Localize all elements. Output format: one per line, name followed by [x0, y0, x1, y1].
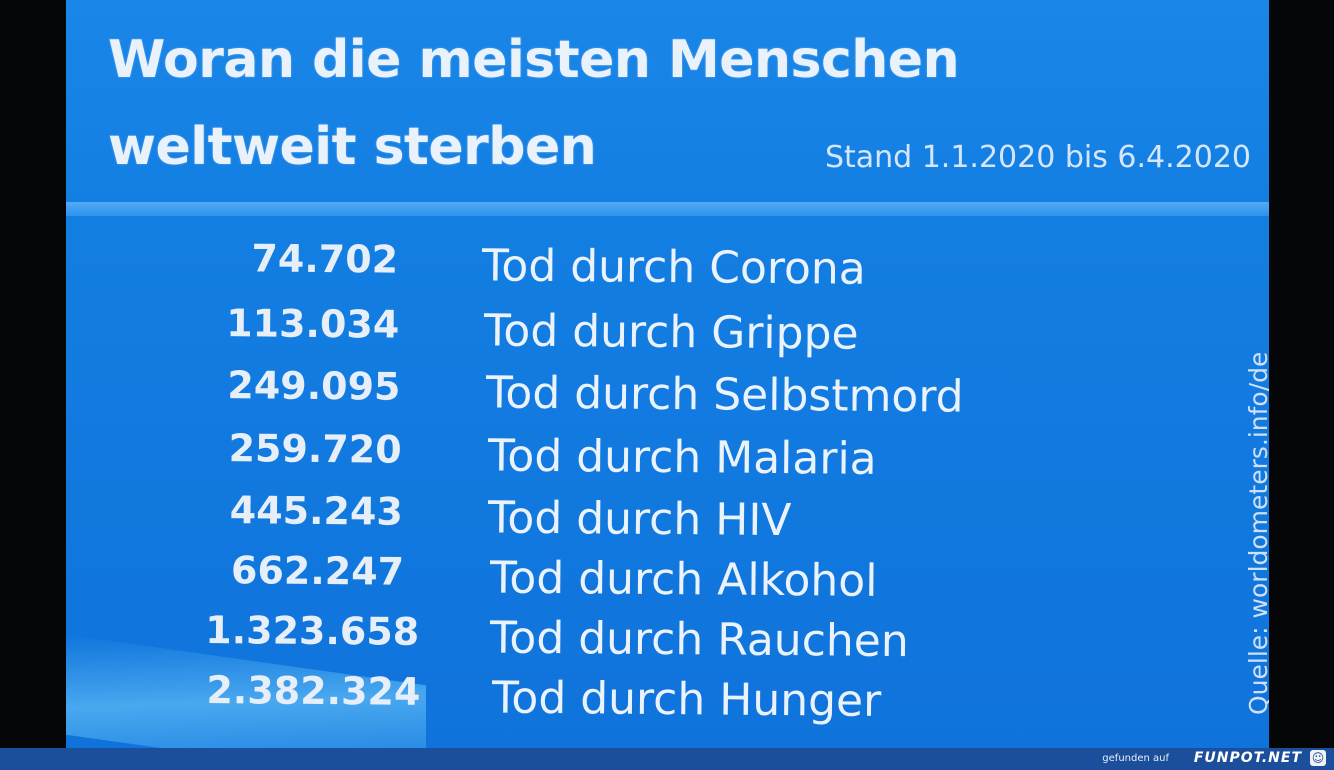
stat-row: 2.382.324 Tod durch Hunger [66, 667, 1269, 733]
stat-cause: Tod durch Malaria [487, 430, 877, 485]
stat-row: 662.247 Tod durch Alkohol [66, 547, 1269, 613]
header-divider [66, 202, 1269, 216]
date-range: Stand 1.1.2020 bis 6.4.2020 [824, 140, 1251, 175]
footer-bar: gefunden auf FUNPOT.NET ☺ [0, 748, 1334, 770]
stat-value: 1.323.658 [205, 607, 420, 654]
stat-row: 1.323.658 Tod durch Rauchen [66, 607, 1269, 673]
stat-value: 662.247 [230, 548, 405, 594]
funpot-logo[interactable]: FUNPOT.NET [1193, 750, 1302, 766]
stat-value: 259.720 [228, 426, 402, 472]
stat-cause: Tod durch HIV [487, 492, 792, 547]
stat-row: 249.095 Tod durch Selbstmord [66, 362, 1269, 428]
stat-row: 259.720 Tod durch Malaria [66, 425, 1269, 491]
source-label: Quelle: worldometers.info/de [1244, 351, 1269, 715]
tv-screen: Woran die meisten Menschen weltweit ster… [66, 0, 1269, 748]
stat-row: 445.243 Tod durch HIV [66, 487, 1269, 553]
stat-value: 113.034 [225, 301, 400, 347]
stat-cause: Tod durch Alkohol [489, 552, 878, 607]
funpot-logo-icon: ☺ [1310, 750, 1326, 766]
stat-value: 74.702 [251, 236, 399, 282]
stat-value: 249.095 [227, 363, 401, 409]
stat-row: 74.702 Tod durch Corona [66, 235, 1269, 301]
footer-found-on-text: gefunden auf [1102, 753, 1169, 764]
title-line-2: weltweit sterben [108, 117, 597, 177]
stat-value: 445.243 [229, 488, 404, 534]
stat-cause: Tod durch Selbstmord [485, 367, 964, 423]
stat-row: 113.034 Tod durch Grippe [66, 300, 1269, 366]
tv-bezel-left [0, 0, 66, 748]
stat-value: 2.382.324 [206, 667, 421, 714]
stat-cause: Tod durch Rauchen [489, 612, 909, 668]
stat-cause: Tod durch Corona [481, 240, 867, 295]
stat-cause: Tod durch Hunger [491, 672, 882, 727]
title-line-1: Woran die meisten Menschen [108, 30, 960, 90]
stat-cause: Tod durch Grippe [483, 305, 859, 360]
tv-bezel-right [1269, 0, 1334, 748]
